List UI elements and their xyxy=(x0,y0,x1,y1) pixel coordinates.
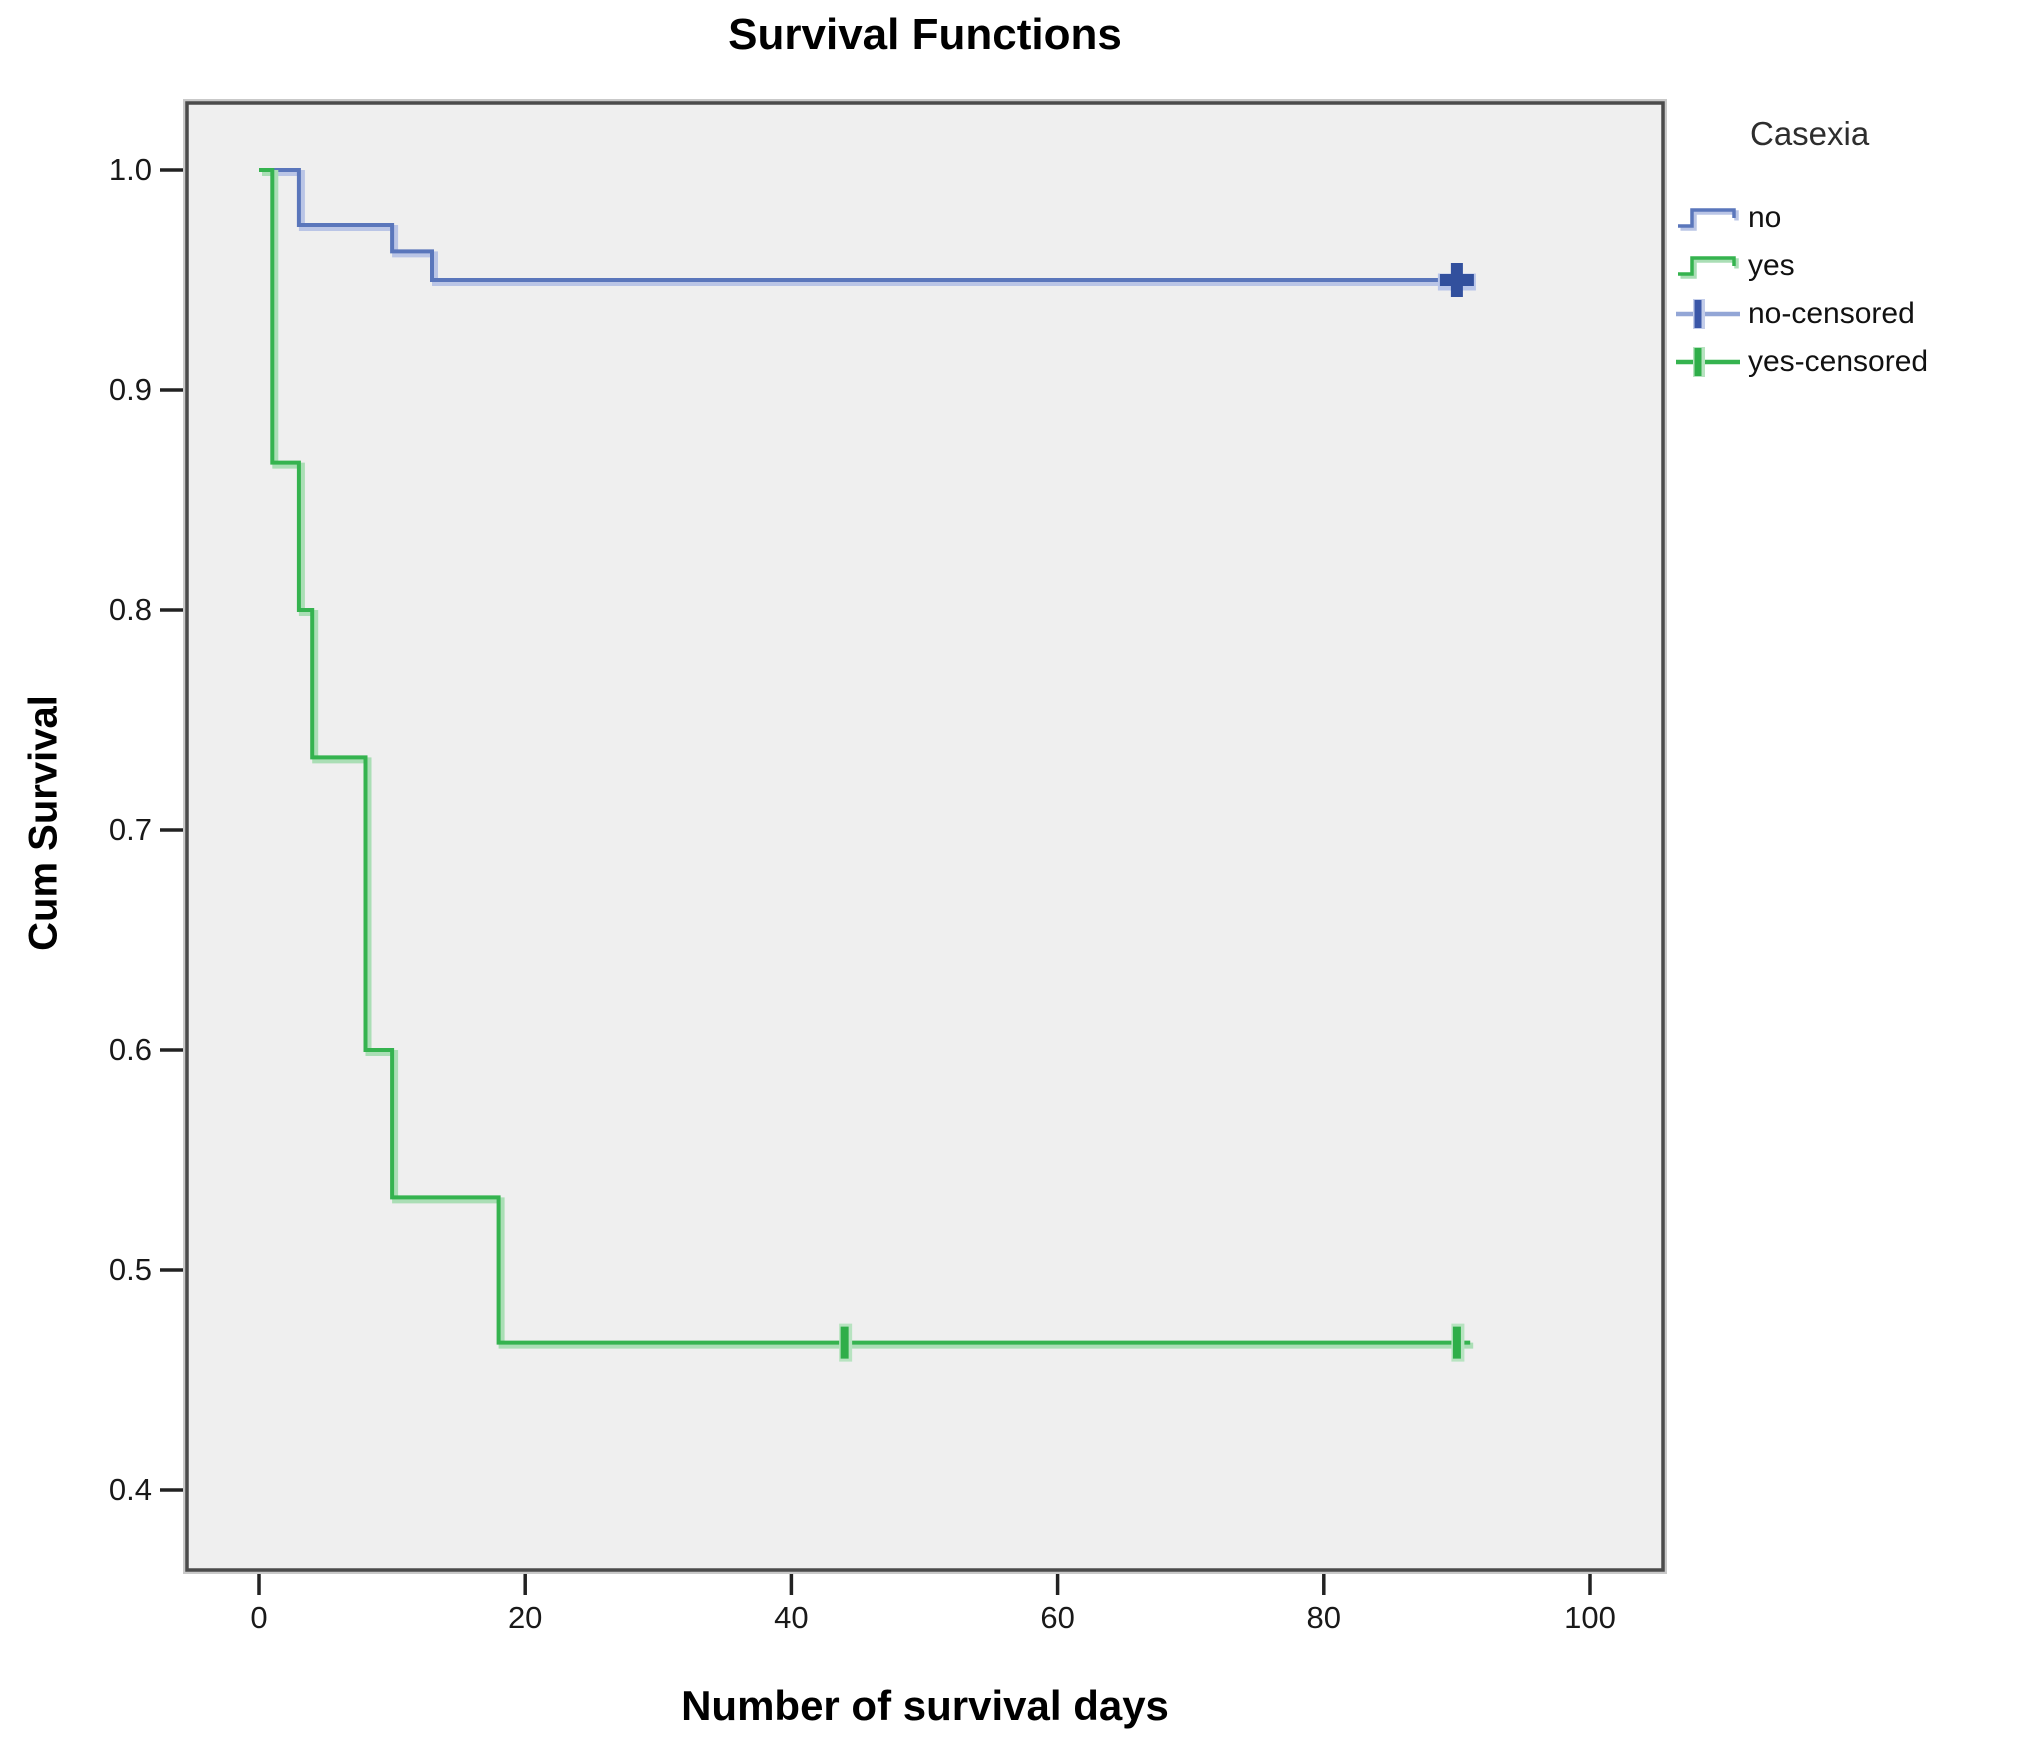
plot-frame-bevel xyxy=(183,99,1667,1574)
legend-item-label: yes-censored xyxy=(1748,345,1929,378)
legend-item-yes-censored: yes-censored xyxy=(1676,338,2020,386)
legend-title: Casexia xyxy=(1750,115,1870,152)
swatch-line xyxy=(1678,208,1736,228)
legend-censor-plus-icon xyxy=(1676,347,1740,377)
y-tick-label-1.0: 1.0 xyxy=(108,152,152,187)
y-axis-title: Cum Survival xyxy=(21,695,66,951)
legend-items: no yes no-censored yes-censored xyxy=(1676,194,2020,386)
legend-step-line-icon xyxy=(1678,208,1739,231)
y-tick-label-0.6: 0.6 xyxy=(108,1032,152,1067)
legend-item-no-censored: no-censored xyxy=(1676,290,2020,338)
series-line-yes xyxy=(259,168,1471,1345)
legend-item-label: no-censored xyxy=(1748,297,1915,330)
swatch-halo xyxy=(1680,210,1739,231)
legend-item-label: no xyxy=(1748,201,1782,234)
x-tick-label-60: 60 xyxy=(1040,1600,1075,1635)
swatch-line xyxy=(1678,256,1736,276)
legend-censor-plus-icon xyxy=(1676,299,1740,329)
legend-item-label: yes xyxy=(1748,249,1795,282)
x-tick-label-20: 20 xyxy=(507,1600,543,1635)
swatch-halo xyxy=(1680,258,1739,279)
legend-step-line-icon xyxy=(1678,256,1739,279)
plot-frame xyxy=(185,101,1665,1572)
y-tick-label-0.4: 0.4 xyxy=(108,1472,152,1507)
x-tick-label-0: 0 xyxy=(250,1600,268,1635)
x-tick-label-40: 40 xyxy=(774,1600,809,1635)
x-axis-title: Number of survival days xyxy=(681,1682,1169,1729)
y-tick-label-0.5: 0.5 xyxy=(108,1252,152,1287)
y-tick-label-0.9: 0.9 xyxy=(108,372,152,407)
series-line-no xyxy=(259,168,1457,282)
plot-area xyxy=(187,103,1663,1570)
y-tick-label-0.8: 0.8 xyxy=(108,592,152,627)
legend-item-yes: yes xyxy=(1676,242,2020,290)
chart-title: Survival Functions xyxy=(728,10,1122,59)
x-tick-label-80: 80 xyxy=(1306,1600,1342,1635)
legend: Casexia no yes no-censored yes-censored xyxy=(1676,104,2020,386)
legend-item-no: no xyxy=(1676,194,2020,242)
x-tick-label-100: 100 xyxy=(1564,1600,1616,1635)
series-halo-yes xyxy=(262,170,1474,1349)
y-tick-label-0.7: 0.7 xyxy=(108,812,152,847)
